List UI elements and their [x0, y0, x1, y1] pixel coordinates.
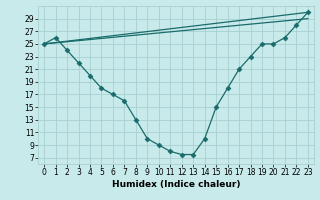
X-axis label: Humidex (Indice chaleur): Humidex (Indice chaleur) [112, 180, 240, 189]
